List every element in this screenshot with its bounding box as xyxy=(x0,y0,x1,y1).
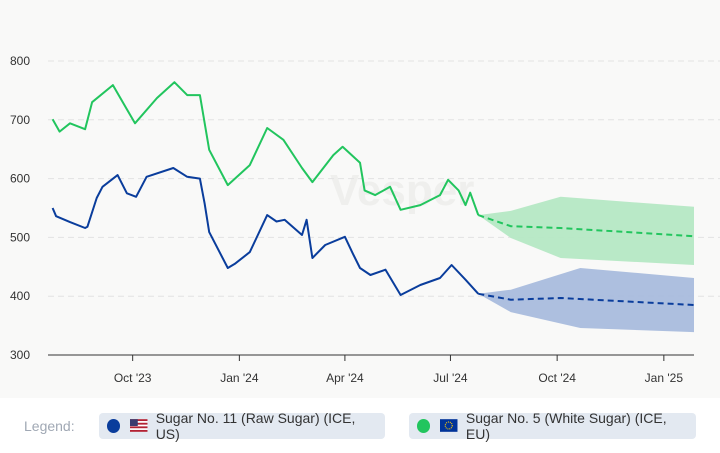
y-tick-label: 400 xyxy=(10,289,30,303)
x-tick-label: Oct '24 xyxy=(538,371,576,385)
x-tick-label: Jan '24 xyxy=(220,371,259,385)
y-tick-label: 600 xyxy=(10,172,30,186)
series-line-1 xyxy=(51,81,480,216)
series-dot-icon xyxy=(106,418,121,433)
legend-item-raw-sugar[interactable]: Sugar No. 11 (Raw Sugar) (ICE, US) xyxy=(98,409,385,442)
us-flag-icon xyxy=(130,419,148,432)
watermark-logo: Vesper xyxy=(330,166,474,215)
legend-item-white-sugar[interactable]: Sugar No. 5 (White Sugar) (ICE, EU) xyxy=(408,409,696,442)
forecast-line-1 xyxy=(477,214,695,238)
chart-area: Vesper 300 400 500 600 700 800 Oct '23 Jan '24 Ap… xyxy=(10,54,720,385)
x-tick-label: Oct '23 xyxy=(114,371,152,385)
legend-label: Legend: xyxy=(24,417,75,434)
y-tick-label: 800 xyxy=(10,54,30,68)
y-tick-label: 700 xyxy=(10,113,30,127)
legend: Legend: Sugar No. 11 (Raw Sugar) (ICE, U… xyxy=(0,398,720,453)
forecast-band-1 xyxy=(478,196,694,265)
x-tick-label: Jul '24 xyxy=(433,371,468,385)
y-tick-label: 500 xyxy=(10,230,30,244)
eu-flag-icon xyxy=(440,419,458,432)
series-line-0 xyxy=(51,167,480,296)
legend-item-label: Sugar No. 5 (White Sugar) (ICE, EU) xyxy=(465,409,667,442)
y-tick-label: 300 xyxy=(10,348,30,362)
legend-item-label: Sugar No. 11 (Raw Sugar) (ICE, US) xyxy=(155,409,356,442)
series-dot-icon xyxy=(416,418,431,433)
x-tick-label: Apr '24 xyxy=(326,371,364,385)
forecast-band-0 xyxy=(478,268,694,333)
price-chart: Vesper 300 400 500 600 700 800 Oct '23 Jan '24 Ap… xyxy=(10,54,720,385)
x-tick-label: Jan '25 xyxy=(645,371,684,385)
